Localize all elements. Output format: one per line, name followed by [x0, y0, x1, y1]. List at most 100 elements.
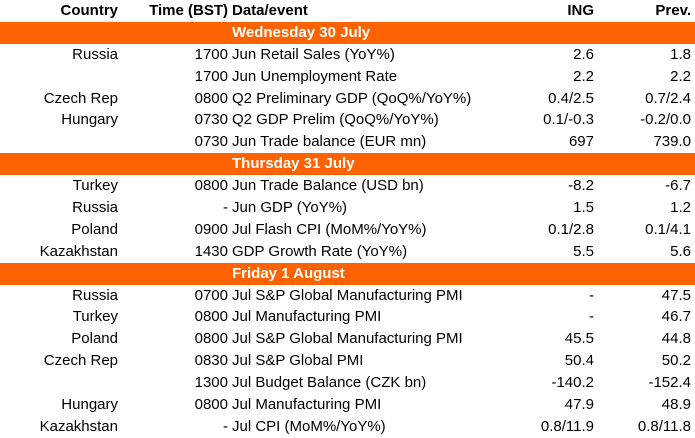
table-row: Turkey 0800 Jun Trade Balance (USD bn) -8.2… — [0, 175, 695, 197]
time-cell: 0800 — [194, 396, 228, 414]
table-row: Kazakhstan 1430 GDP Growth Rate (YoY%) 5.5 5… — [0, 241, 695, 263]
country-cell: Turkey — [72, 177, 118, 195]
event-cell: Jul Flash CPI (MoM%/YoY%) — [232, 220, 427, 238]
table-row: 1300 Jul Budget Balance (CZK bn) -140.2 -15… — [0, 372, 695, 394]
country-cell: Czech Rep — [43, 352, 118, 370]
day-banner: Wednesday 30 July — [0, 21, 695, 44]
day-banner: Friday 1 August — [0, 262, 695, 285]
previous-cell: 1.2 — [670, 199, 691, 217]
table-row: Russia - Jun GDP (YoY%) 1.5 1.2 — [0, 197, 695, 219]
time-cell: 0730 — [194, 133, 228, 151]
time-cell: 0730 — [194, 111, 228, 129]
table-row: Hungary 0730 Q2 GDP Prelim (QoQ%/YoY%) 0.1/… — [0, 109, 695, 131]
time-cell: 0800 — [194, 308, 228, 326]
ing-forecast-cell: 45.5 — [564, 330, 594, 348]
time-cell: 1700 — [194, 67, 228, 85]
time-cell: 0800 — [194, 89, 228, 107]
country-cell: Poland — [71, 220, 118, 238]
country-cell — [0, 131, 118, 153]
event-cell: Jul Manufacturing PMI — [232, 308, 382, 326]
event-cell: Jul S&P Global Manufacturing PMI — [232, 286, 463, 304]
time-cell: 0800 — [194, 330, 228, 348]
time-cell: 1700 — [194, 45, 228, 63]
previous-cell: 46.7 — [661, 308, 691, 326]
previous-cell: 5.6 — [670, 242, 691, 260]
day-banner-label: Wednesday 30 July — [232, 23, 371, 41]
ing-forecast-cell: -140.2 — [551, 374, 594, 392]
ing-forecast-cell: 47.9 — [564, 396, 594, 414]
table-row: Czech Rep 0800 Q2 Preliminary GDP (QoQ%/Yo… — [0, 88, 695, 110]
header-ing-forecast: ING — [567, 2, 594, 19]
event-cell: Jul Manufacturing PMI — [232, 396, 382, 414]
country-cell: Hungary — [61, 396, 118, 414]
event-cell: Jun Retail Sales (YoY%) — [232, 45, 395, 63]
time-cell: 0830 — [194, 352, 228, 370]
ing-forecast-cell: 50.4 — [564, 352, 594, 370]
event-cell: Jul S&P Global Manufacturing PMI — [232, 330, 463, 348]
previous-cell: -0.2/0.0 — [640, 111, 691, 129]
ing-forecast-cell: 0.8/11.9 — [540, 417, 594, 435]
day-banner-label: Friday 1 August — [232, 264, 345, 282]
previous-cell: 0.1/4.1 — [645, 220, 691, 238]
table-row: Russia 1700 Jun Retail Sales (YoY%) 2.6 1.8 — [0, 44, 695, 66]
event-cell: Jul Budget Balance (CZK bn) — [232, 374, 427, 392]
previous-cell: 1.8 — [670, 45, 691, 63]
ing-forecast-cell: - — [589, 286, 594, 304]
previous-cell: 0.8/11.8 — [637, 417, 691, 435]
table-row: Turkey 0800 Jul Manufacturing PMI - 46.7 — [0, 306, 695, 328]
table-header-row: Country Time (BST) Data/event ING Prev. — [0, 0, 695, 22]
table-row: Kazakhstan - Jul CPI (MoM%/YoY%) 0.8/11.9 0.… — [0, 416, 695, 438]
previous-cell: -6.7 — [665, 177, 691, 195]
day-banner-label: Thursday 31 July — [232, 155, 355, 173]
ing-forecast-cell: - — [589, 308, 594, 326]
table-row: Poland 0800 Jul S&P Global Manufacturing P… — [0, 328, 695, 350]
header-previous: Prev. — [655, 2, 691, 19]
time-cell: - — [223, 199, 228, 217]
ing-forecast-cell: 5.5 — [573, 242, 594, 260]
country-cell: Poland — [71, 330, 118, 348]
time-cell: 1300 — [194, 374, 228, 392]
previous-cell: 0.7/2.4 — [645, 89, 691, 107]
ing-forecast-cell: 0.1/2.8 — [548, 220, 594, 238]
event-cell: Q2 GDP Prelim (QoQ%/YoY%) — [232, 111, 439, 129]
table-row: Poland 0900 Jul Flash CPI (MoM%/YoY%) 0.1/2… — [0, 219, 695, 241]
country-cell: Russia — [72, 286, 118, 304]
previous-cell: 2.2 — [670, 67, 691, 85]
header-time: Time (BST) — [149, 2, 228, 19]
previous-cell: -152.4 — [648, 374, 691, 392]
event-cell: Jun Unemployment Rate — [232, 67, 398, 85]
event-cell: Jun GDP (YoY%) — [232, 199, 348, 217]
ing-forecast-cell: 697 — [568, 133, 594, 151]
time-cell: - — [223, 417, 228, 435]
table-row: Hungary 0800 Jul Manufacturing PMI 47.9 48.9 — [0, 394, 695, 416]
event-cell: Jul CPI (MoM%/YoY%) — [232, 417, 386, 435]
previous-cell: 739.0 — [653, 133, 691, 151]
country-cell: Kazakhstan — [39, 417, 118, 435]
country-cell — [0, 66, 118, 88]
previous-cell: 50.2 — [661, 352, 691, 370]
country-cell: Hungary — [61, 111, 118, 129]
country-cell: Czech Rep — [43, 89, 118, 107]
time-cell: 1430 — [194, 242, 228, 260]
ing-forecast-cell: 2.2 — [573, 67, 594, 85]
table-row: 1700 Jun Unemployment Rate 2.2 2.2 — [0, 66, 695, 88]
ing-forecast-cell: 0.1/-0.3 — [543, 111, 594, 129]
time-cell: 0700 — [194, 286, 228, 304]
country-cell: Turkey — [72, 308, 118, 326]
header-event: Data/event — [232, 2, 308, 19]
header-country: Country — [60, 2, 119, 19]
country-cell: Russia — [72, 45, 118, 63]
previous-cell: 44.8 — [661, 330, 691, 348]
ing-forecast-cell: 2.6 — [573, 45, 594, 63]
time-cell: 0800 — [194, 177, 228, 195]
table-row: Russia 0700 Jul S&P Global Manufacturing P… — [0, 285, 695, 307]
previous-cell: 47.5 — [661, 286, 691, 304]
country-cell — [0, 372, 118, 394]
table-body: Wednesday 30 July Russia 1700 Jun Retail Sa… — [0, 21, 695, 438]
event-cell: Q2 Preliminary GDP (QoQ%/YoY%) — [232, 89, 472, 107]
table-row: Czech Rep 0830 Jul S&P Global PMI 50.4 50.2 — [0, 350, 695, 372]
ing-forecast-cell: -8.2 — [568, 177, 594, 195]
ing-forecast-cell: 1.5 — [573, 199, 594, 217]
table-row: 0730 Jun Trade balance (EUR mn) 697 739.0 — [0, 131, 695, 153]
